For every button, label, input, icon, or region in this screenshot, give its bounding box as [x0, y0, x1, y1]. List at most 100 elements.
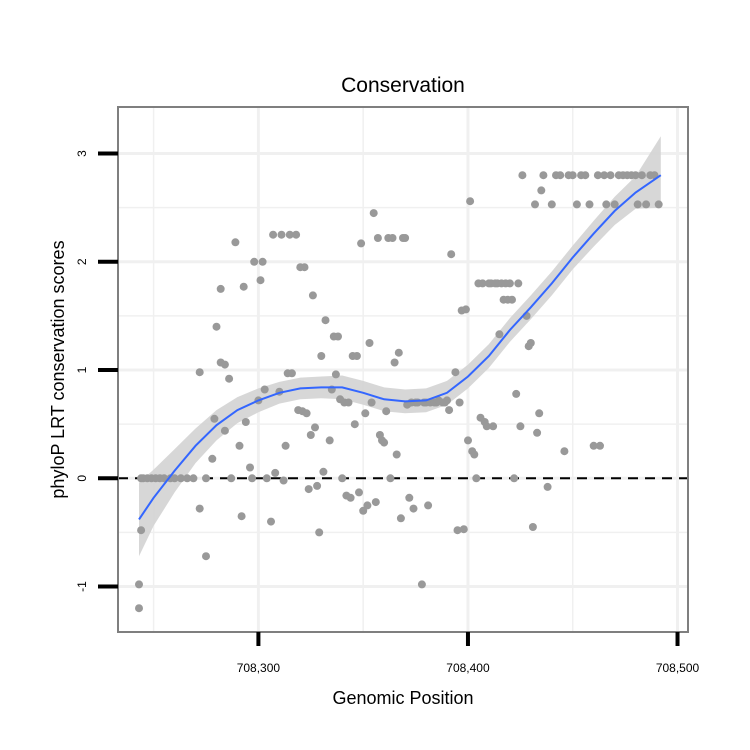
- data-point: [526, 339, 535, 347]
- data-point: [453, 526, 462, 535]
- data-point: [510, 474, 519, 483]
- data-point: [269, 230, 278, 239]
- data-point: [367, 398, 376, 407]
- data-point: [533, 428, 542, 437]
- data-point: [489, 422, 498, 431]
- data-point: [528, 523, 537, 531]
- data-point: [170, 474, 179, 483]
- data-point: [212, 322, 221, 331]
- data-point: [300, 263, 309, 272]
- data-point: [256, 276, 265, 285]
- data-point: [455, 398, 464, 407]
- data-point: [508, 295, 516, 304]
- axis-ticks: 708,300 708,400 708,500 -1 0 1 2 3: [75, 150, 700, 675]
- data-point: [346, 493, 355, 502]
- x-tick-label: 708,300: [237, 661, 281, 675]
- data-point: [610, 200, 619, 209]
- data-point: [350, 420, 359, 429]
- data-point: [292, 230, 301, 239]
- data-point: [417, 580, 426, 589]
- data-point: [396, 514, 405, 523]
- data-point: [304, 485, 313, 494]
- data-point: [642, 200, 651, 209]
- data-point: [654, 200, 663, 209]
- data-point: [568, 171, 577, 180]
- data-point: [357, 239, 366, 248]
- data-point: [352, 352, 361, 360]
- grid-lines: [118, 107, 688, 632]
- data-point: [220, 360, 229, 369]
- data-point: [606, 171, 615, 180]
- data-point: [482, 422, 491, 431]
- data-point: [451, 368, 460, 377]
- smooth-line: [138, 174, 662, 520]
- data-point: [392, 450, 401, 459]
- data-point: [176, 474, 185, 483]
- data-point: [313, 481, 322, 490]
- data-point: [277, 230, 286, 239]
- data-point: [315, 528, 324, 537]
- data-point: [262, 474, 271, 483]
- data-point: [472, 474, 481, 483]
- data-point: [361, 409, 370, 418]
- data-point: [531, 200, 539, 209]
- y-tick-label: 2: [75, 258, 89, 265]
- data-point: [371, 498, 380, 507]
- data-point: [633, 200, 642, 209]
- data-point: [585, 200, 594, 209]
- smooth-fit-line: [138, 174, 662, 520]
- data-point: [470, 450, 479, 459]
- data-point: [267, 517, 275, 526]
- data-point: [344, 398, 353, 407]
- data-point: [231, 238, 240, 247]
- data-points: [135, 171, 663, 613]
- data-point: [237, 512, 246, 521]
- data-point: [302, 409, 311, 418]
- data-point: [365, 339, 374, 347]
- data-point: [386, 474, 395, 483]
- data-point: [596, 441, 604, 450]
- data-point: [631, 171, 640, 180]
- data-point: [409, 504, 418, 513]
- data-point: [518, 171, 527, 180]
- y-tick-label: 3: [75, 150, 89, 157]
- data-point: [556, 171, 565, 180]
- data-point: [602, 200, 611, 209]
- data-point: [581, 171, 590, 180]
- data-point: [271, 468, 280, 477]
- data-point: [495, 330, 504, 339]
- data-point: [394, 348, 403, 357]
- data-point: [388, 234, 397, 242]
- data-point: [466, 197, 475, 206]
- data-point: [208, 454, 217, 463]
- data-point: [189, 474, 198, 483]
- x-tick-label: 708,400: [446, 661, 490, 675]
- data-point: [512, 389, 521, 398]
- data-point: [380, 438, 389, 447]
- data-point: [216, 284, 225, 293]
- y-axis-title: phyloP LRT conservation scores: [48, 240, 68, 498]
- data-point: [637, 171, 646, 180]
- data-point: [137, 526, 146, 535]
- data-point: [195, 368, 204, 377]
- data-point: [600, 171, 609, 180]
- data-point: [478, 279, 487, 288]
- data-point: [225, 374, 234, 383]
- data-point: [285, 230, 294, 239]
- data-point: [447, 250, 456, 259]
- data-point: [202, 552, 210, 561]
- data-point: [593, 171, 602, 180]
- y-tick-label: 1: [75, 366, 89, 373]
- data-point: [560, 447, 569, 456]
- data-point: [505, 279, 514, 288]
- data-point: [373, 234, 382, 242]
- y-tick-label: -1: [75, 581, 89, 592]
- data-point: [135, 580, 143, 589]
- data-point: [250, 257, 259, 266]
- data-point: [311, 423, 319, 432]
- chart-title: Conservation: [341, 74, 465, 97]
- data-point: [321, 316, 330, 325]
- data-point: [317, 352, 326, 360]
- data-point: [183, 474, 192, 483]
